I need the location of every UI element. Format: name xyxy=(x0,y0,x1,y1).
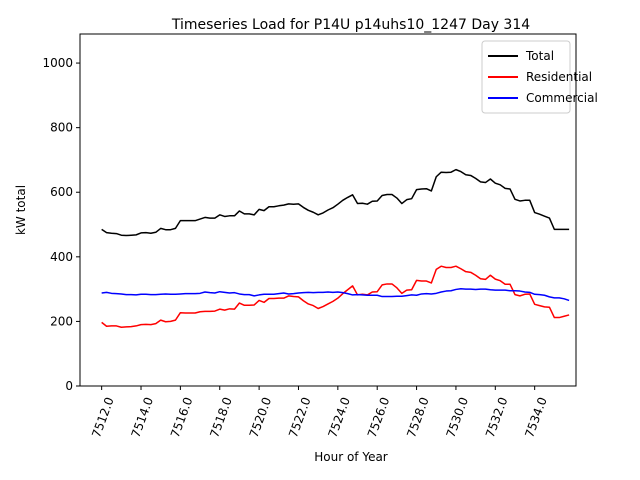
series-line-residential xyxy=(101,265,570,328)
plot-frame xyxy=(79,33,577,387)
y-tick-label: 0 xyxy=(65,379,73,393)
chart-title: Timeseries Load for P14U p14uhs10_1247 D… xyxy=(171,17,530,33)
legend: Total Residential Commercial xyxy=(481,40,598,114)
legend-label-residential: Residential xyxy=(526,70,592,84)
legend-label-total: Total xyxy=(525,49,554,63)
y-axis-label: kW total xyxy=(14,185,28,235)
legend-box xyxy=(481,40,571,114)
series-line-total xyxy=(101,168,570,237)
legend-items: Total Residential Commercial xyxy=(488,49,598,105)
y-tick-label: 600 xyxy=(50,185,73,199)
y-tick-label: 200 xyxy=(50,314,73,328)
series-line-commercial xyxy=(101,288,570,302)
y-tick-label: 800 xyxy=(50,121,73,135)
y-tick-label: 400 xyxy=(50,250,73,264)
x-axis-label: Hour of Year xyxy=(314,450,388,464)
y-tick-label: 1000 xyxy=(42,56,73,70)
series-layer xyxy=(101,168,570,328)
y-axis: 0 200 400 600 800 1000 xyxy=(42,56,80,393)
legend-label-commercial: Commercial xyxy=(526,91,598,105)
